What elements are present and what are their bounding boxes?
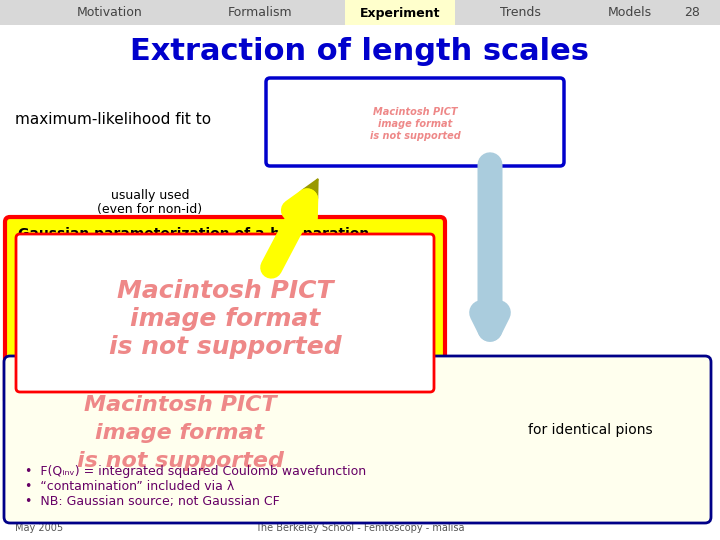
FancyBboxPatch shape (4, 356, 711, 523)
Text: The Berkeley School - Femtoscopy - malisa: The Berkeley School - Femtoscopy - malis… (256, 523, 464, 533)
Text: Motivation: Motivation (77, 6, 143, 19)
Bar (0, 0, 720, 25)
Text: Macintosh PICT: Macintosh PICT (373, 107, 457, 117)
Text: Gaussian parameterization of a-b separation: Gaussian parameterization of a-b separat… (18, 227, 369, 241)
Text: is not supported: is not supported (109, 335, 341, 359)
Text: Macintosh PICT: Macintosh PICT (117, 279, 333, 303)
Text: Trends: Trends (500, 6, 541, 19)
Text: Experiment: Experiment (360, 6, 440, 19)
FancyBboxPatch shape (266, 78, 564, 166)
Text: Formalism: Formalism (228, 6, 292, 19)
Text: 28: 28 (684, 6, 700, 19)
FancyBboxPatch shape (16, 234, 434, 392)
Text: image format: image format (96, 423, 264, 443)
Text: May 2005: May 2005 (15, 523, 63, 533)
Text: is not supported: is not supported (369, 131, 460, 141)
Text: •  F(Qᵢₙᵥ) = integrated squared Coulomb wavefunction: • F(Qᵢₙᵥ) = integrated squared Coulomb w… (25, 465, 366, 478)
Text: image format: image format (130, 307, 320, 331)
Text: •  NB: Gaussian source; not Gaussian CF: • NB: Gaussian source; not Gaussian CF (25, 496, 280, 509)
Text: Extraction of length scales: Extraction of length scales (130, 37, 590, 66)
Bar (345, 0, 455, 25)
Text: usually used: usually used (111, 188, 189, 201)
FancyBboxPatch shape (5, 217, 445, 405)
Text: Models: Models (608, 6, 652, 19)
Text: •  “contamination” included via λ: • “contamination” included via λ (25, 481, 234, 494)
Text: maximum-likelihood fit to: maximum-likelihood fit to (15, 112, 211, 127)
Text: is not supported: is not supported (76, 451, 284, 471)
Text: (even for non-id): (even for non-id) (97, 204, 202, 217)
Text: image format: image format (378, 119, 452, 129)
Text: for identical pions: for identical pions (528, 423, 652, 437)
Text: Macintosh PICT: Macintosh PICT (84, 395, 276, 415)
